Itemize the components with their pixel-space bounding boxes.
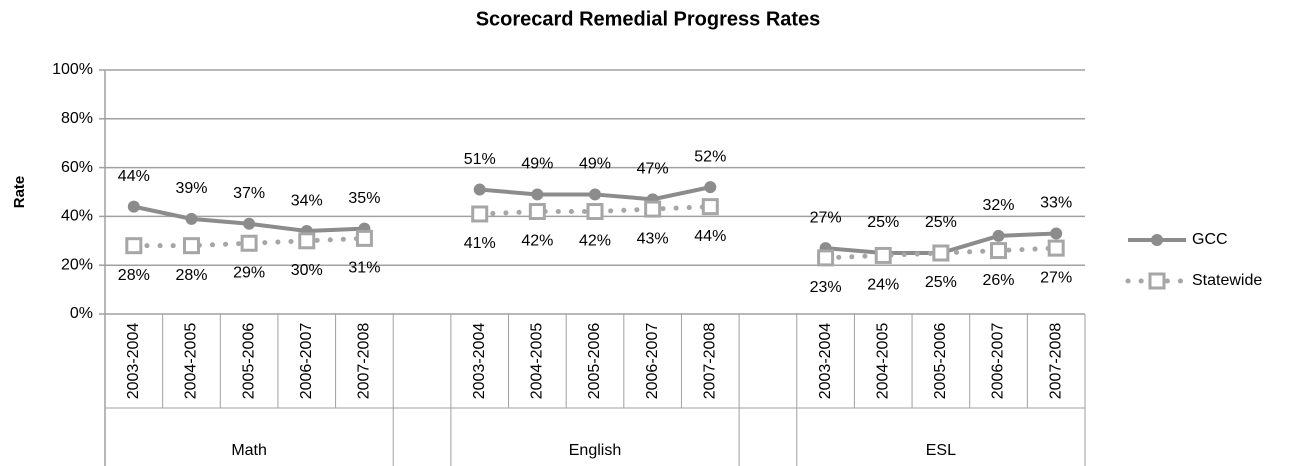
y-tick-label: 0% — [70, 305, 93, 322]
data-label: 44% — [118, 168, 150, 185]
point — [243, 217, 256, 230]
data-label: 28% — [175, 267, 207, 284]
y-tick-label: 60% — [61, 159, 93, 176]
data-label: 43% — [637, 230, 669, 247]
x-tick-label: 2005-2006 — [586, 323, 603, 400]
x-tick-label: 2004-2005 — [183, 323, 200, 400]
x-tick-label: 2004-2005 — [529, 323, 546, 400]
legend-label: Statewide — [1192, 272, 1262, 289]
data-label: 31% — [348, 260, 380, 277]
data-label: 25% — [925, 274, 957, 291]
data-label: 41% — [464, 235, 496, 252]
point — [1047, 239, 1065, 257]
x-tick-label: 2006-2007 — [298, 323, 315, 400]
y-axis-title: Rate — [11, 176, 28, 209]
point — [1050, 227, 1063, 240]
data-label: 25% — [925, 214, 957, 231]
data-label: 42% — [579, 233, 611, 250]
point — [992, 229, 1005, 242]
y-tick-label: 20% — [61, 256, 93, 273]
data-label: 28% — [118, 267, 150, 284]
x-tick-label: 2003-2004 — [817, 323, 834, 400]
data-label: 39% — [175, 180, 207, 197]
x-tick-label: 2007-2008 — [702, 323, 719, 400]
series-line — [131, 204, 1059, 261]
data-label: 23% — [810, 279, 842, 296]
data-label: 30% — [291, 262, 323, 279]
data-label: 24% — [867, 277, 899, 294]
x-tick-label: 2007-2008 — [1047, 323, 1064, 400]
data-label: 44% — [694, 228, 726, 245]
x-tick-label: 2003-2004 — [125, 323, 142, 400]
point — [932, 244, 950, 262]
point — [586, 203, 604, 221]
legend-marker — [1151, 234, 1163, 246]
point — [471, 205, 489, 223]
point — [704, 181, 717, 194]
group-label: ESL — [926, 442, 956, 459]
data-label: 25% — [867, 214, 899, 231]
data-label: 32% — [983, 197, 1015, 214]
data-label: 49% — [521, 156, 553, 173]
point — [125, 237, 143, 255]
x-tick-label: 2004-2005 — [874, 323, 891, 400]
data-label: 47% — [637, 161, 669, 178]
point — [701, 198, 719, 216]
data-label: 33% — [1040, 195, 1072, 212]
data-label: 34% — [291, 192, 323, 209]
x-tick-label: 2006-2007 — [644, 323, 661, 400]
data-label: 27% — [1040, 269, 1072, 286]
data-label: 35% — [348, 190, 380, 207]
y-tick-label: 40% — [61, 208, 93, 225]
point — [589, 188, 601, 201]
data-label: 49% — [579, 156, 611, 173]
data-label: 52% — [694, 148, 726, 165]
point — [817, 249, 835, 267]
chart-title: Scorecard Remedial Progress Rates — [476, 8, 821, 30]
x-tick-label: 2006-2007 — [990, 323, 1007, 400]
data-label: 27% — [810, 209, 842, 226]
point — [874, 246, 892, 264]
x-tick-label: 2005-2006 — [240, 323, 257, 400]
legend-label: GCC — [1192, 231, 1228, 248]
data-label: 42% — [521, 233, 553, 250]
y-tick-label: 80% — [61, 110, 93, 127]
point — [298, 232, 316, 250]
x-tick-label: 2003-2004 — [471, 323, 488, 400]
point — [528, 203, 546, 221]
data-label: 37% — [233, 185, 265, 202]
point — [240, 234, 258, 252]
group-label: Math — [231, 442, 267, 459]
data-label: 29% — [233, 264, 265, 281]
group-label: English — [569, 442, 621, 459]
data-label: 26% — [983, 272, 1015, 289]
point — [990, 242, 1008, 260]
point — [644, 200, 662, 218]
point — [355, 229, 373, 247]
x-tick-label: 2005-2006 — [932, 323, 949, 400]
point — [473, 183, 486, 196]
point — [185, 212, 198, 225]
y-tick-label: 100% — [52, 61, 93, 78]
x-tick-label: 2007-2008 — [356, 323, 373, 400]
point — [182, 237, 200, 255]
data-label: 51% — [464, 151, 496, 168]
legend-marker — [1148, 272, 1166, 290]
point — [127, 200, 140, 213]
point — [531, 188, 544, 201]
